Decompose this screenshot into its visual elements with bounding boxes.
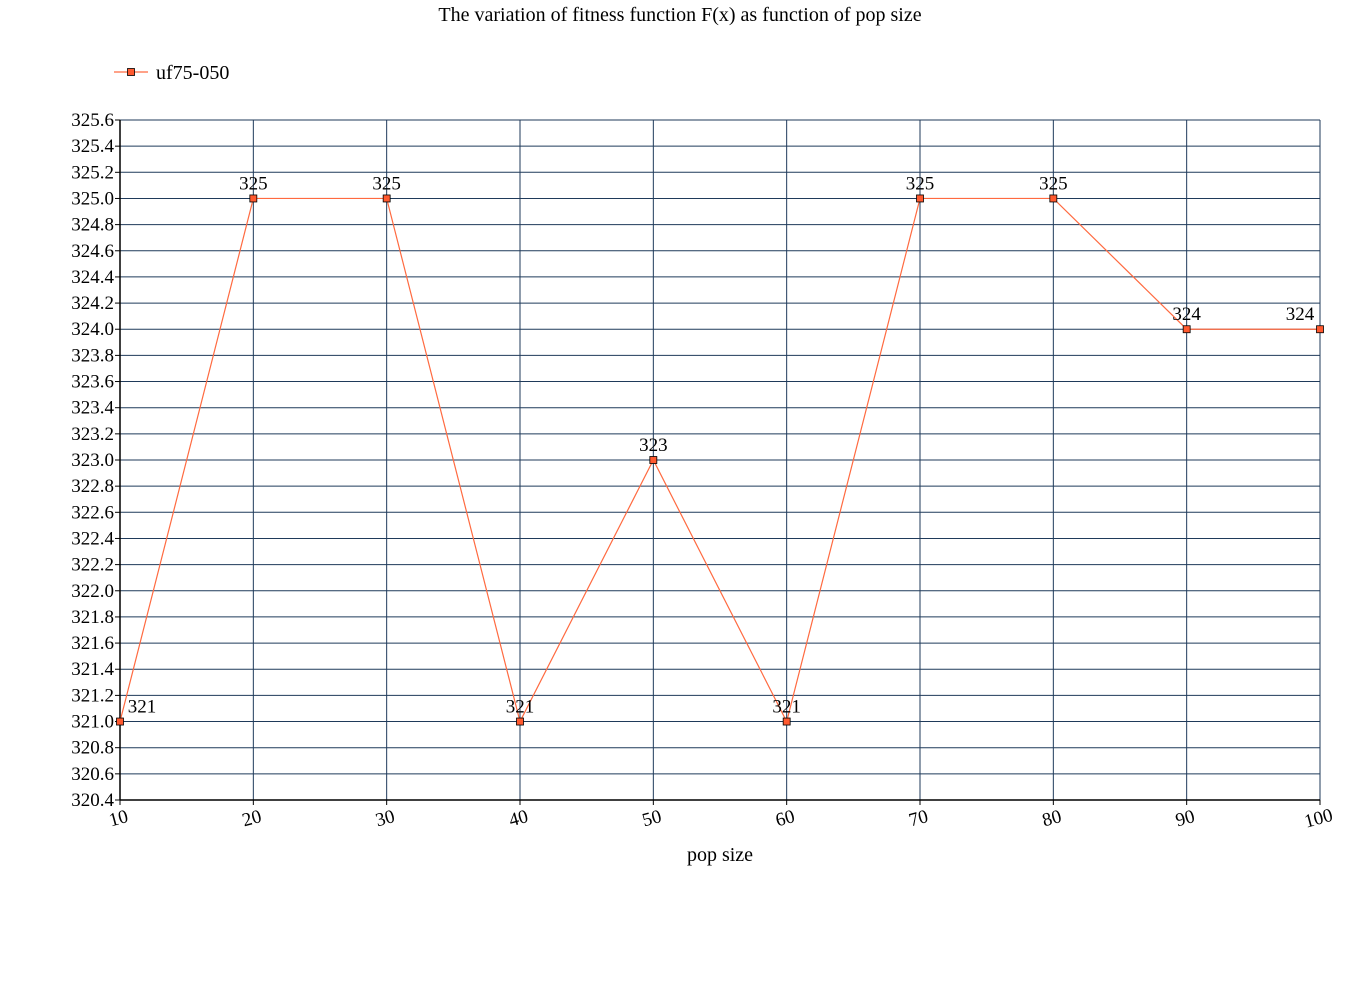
y-tick-label: 320.4	[71, 790, 114, 811]
y-tick-label: 320.6	[71, 764, 114, 785]
x-tick-label: 30	[373, 806, 397, 831]
y-tick-label: 325.4	[71, 136, 114, 157]
data-point-marker	[516, 717, 524, 726]
data-point-marker	[382, 194, 391, 203]
data-label: 321	[128, 697, 157, 718]
legend-label: uf75-050	[156, 62, 229, 84]
x-tick-label: 50	[640, 806, 664, 831]
data-label: 325	[906, 173, 935, 194]
y-tick-label: 325.6	[71, 110, 114, 131]
data-point-marker	[1049, 194, 1058, 203]
y-tick-label: 322.8	[71, 476, 114, 497]
x-tick-label: 10	[107, 806, 131, 831]
series-line	[119, 197, 1320, 724]
data-label: 321	[772, 697, 801, 718]
data-label: 323	[639, 435, 668, 456]
data-point-marker	[782, 717, 791, 726]
y-axis-ticks: 320.4 320.6 320.8 321.0 321.2 321.4 321.6 321.8…	[71, 110, 120, 811]
x-tick-label: 100	[1302, 805, 1335, 833]
data-labels: 321 325 325 321 323 321 325 325 324 324	[128, 173, 1315, 717]
y-tick-label: 324.4	[71, 267, 114, 288]
data-point-marker	[249, 194, 258, 203]
x-axis-ticks: 10 20 30 40 50 60 70 80 90 100	[107, 800, 1335, 833]
y-tick-label: 322.0	[71, 581, 114, 602]
grid	[119, 119, 1321, 801]
series-uf75-050	[116, 194, 1324, 726]
y-tick-label: 321.6	[71, 633, 114, 654]
data-label: 325	[372, 173, 401, 194]
y-tick-label: 321.4	[71, 659, 114, 680]
x-tick-label: 80	[1040, 806, 1064, 831]
y-tick-label: 322.4	[71, 528, 114, 549]
data-label: 325	[1039, 173, 1068, 194]
y-tick-label: 325.2	[71, 162, 114, 183]
chart-title: The variation of fitness function F(x) a…	[438, 4, 921, 26]
y-tick-label: 324.2	[71, 293, 114, 314]
x-tick-label: 70	[907, 806, 931, 831]
y-tick-label: 321.8	[71, 607, 114, 628]
y-tick-label: 320.8	[71, 738, 114, 759]
x-tick-label: 40	[507, 806, 531, 831]
data-label: 324	[1172, 304, 1201, 325]
y-tick-label: 322.2	[71, 555, 114, 576]
data-label: 325	[239, 173, 268, 194]
data-point-marker	[916, 194, 924, 203]
x-axis-title: pop size	[687, 844, 753, 866]
x-tick-label: 20	[240, 806, 264, 831]
legend-marker	[127, 68, 135, 76]
y-tick-label: 323.4	[71, 398, 114, 419]
x-tick-label: 90	[1173, 806, 1197, 831]
data-point-marker	[649, 456, 658, 464]
data-point-marker	[116, 717, 124, 726]
x-tick-label: 60	[773, 806, 797, 831]
y-tick-label: 321.0	[71, 712, 114, 733]
data-label: 321	[506, 697, 535, 718]
y-tick-label: 324.6	[71, 241, 114, 262]
data-point-marker	[1316, 325, 1324, 334]
y-tick-label: 324.0	[71, 319, 114, 340]
y-tick-label: 321.2	[71, 685, 114, 706]
y-tick-label: 322.6	[71, 502, 114, 523]
y-tick-label: 323.2	[71, 424, 114, 445]
y-tick-label: 325.0	[71, 188, 114, 209]
data-label: 324	[1286, 304, 1315, 325]
y-tick-label: 324.8	[71, 215, 114, 236]
y-tick-label: 323.0	[71, 450, 114, 471]
data-point-marker	[1182, 325, 1191, 334]
y-tick-label: 323.6	[71, 372, 114, 393]
y-tick-label: 323.8	[71, 345, 114, 366]
legend: uf75-050	[114, 62, 229, 84]
